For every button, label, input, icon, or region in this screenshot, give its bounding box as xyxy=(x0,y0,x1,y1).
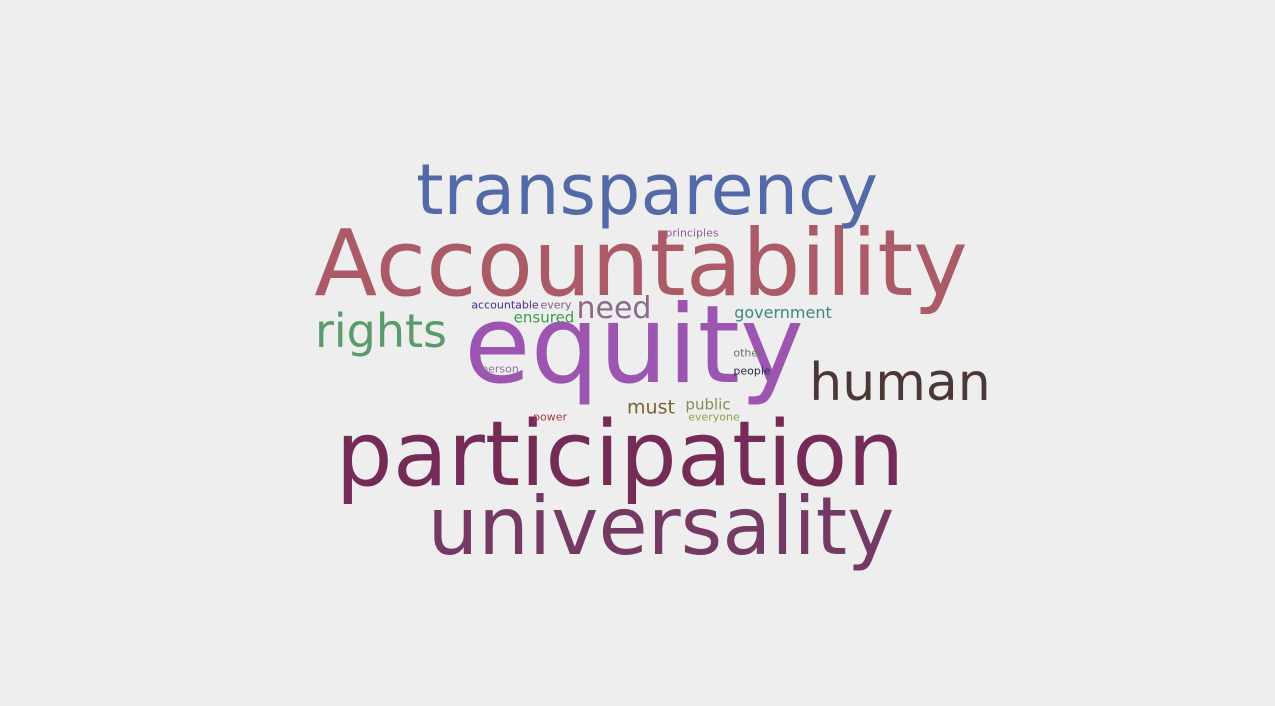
word-every: every xyxy=(540,298,572,312)
word-rights: rights xyxy=(314,304,448,358)
word-participation: participation xyxy=(335,402,905,507)
word-people: people xyxy=(733,364,771,378)
word-public: public xyxy=(685,395,731,414)
word-universality: universality xyxy=(427,480,895,573)
word-everyone: everyone xyxy=(688,410,740,424)
word-need: need xyxy=(576,291,652,326)
word-government: government xyxy=(734,303,832,322)
word-ensured: ensured xyxy=(513,308,575,327)
word-accountability: Accountability xyxy=(314,210,968,317)
word-transparency: transparency xyxy=(416,149,878,231)
word-accountable: accountable xyxy=(471,298,539,312)
word-principles: principles xyxy=(665,226,719,240)
word-person: person xyxy=(481,362,519,376)
word-human: human xyxy=(809,353,991,413)
word-power: power xyxy=(533,410,567,424)
word-equity: equity xyxy=(464,283,804,408)
word-other: other xyxy=(733,346,763,360)
word-must: must xyxy=(627,396,675,419)
